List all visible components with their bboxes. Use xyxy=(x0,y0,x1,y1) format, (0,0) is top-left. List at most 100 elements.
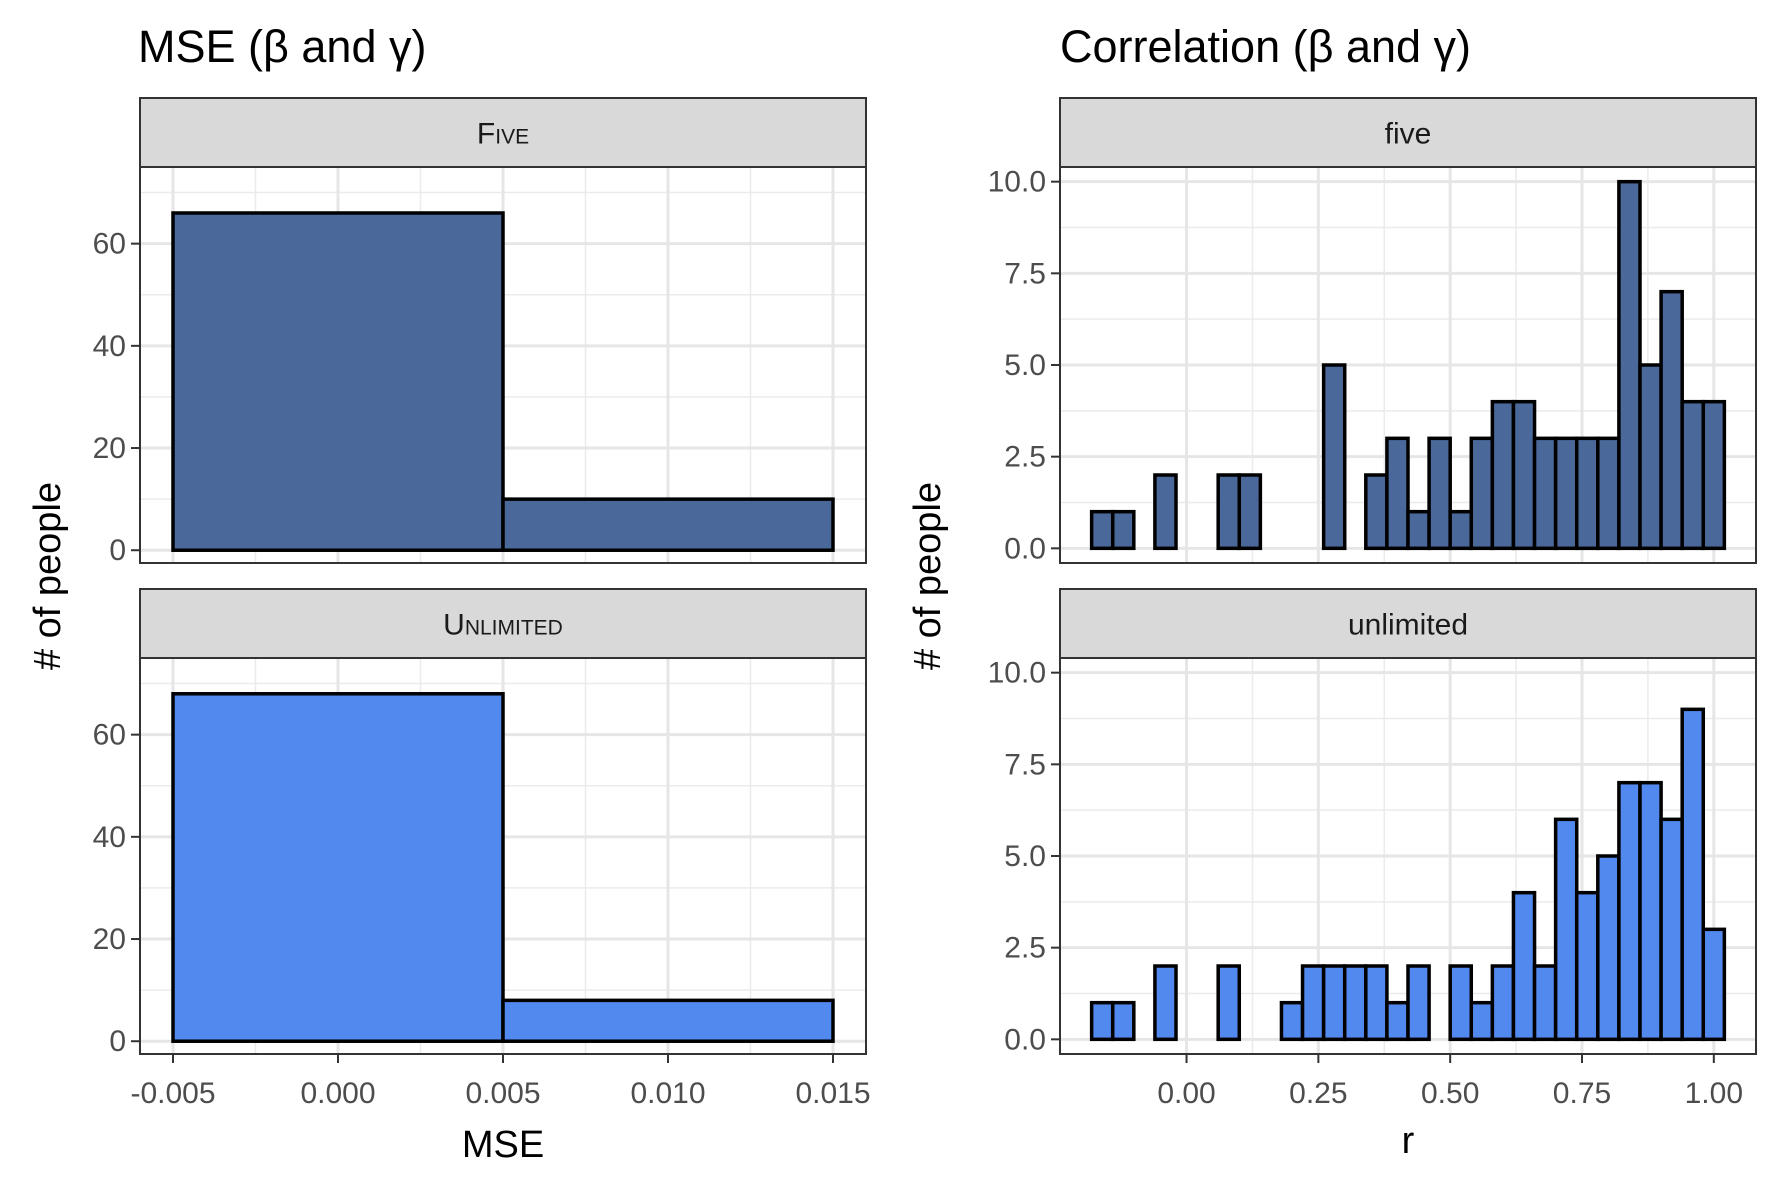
histogram-bar xyxy=(1216,473,1242,551)
y-tick-label: 20 xyxy=(93,432,126,465)
x-axis-title: r xyxy=(1402,1120,1415,1162)
histogram-bar xyxy=(1385,1000,1410,1042)
x-tick-label: 0.25 xyxy=(1289,1077,1347,1110)
histogram-bar xyxy=(1406,509,1431,551)
histogram-bar xyxy=(1638,363,1663,551)
histogram-bar xyxy=(1553,817,1579,1042)
x-tick-label: 0.75 xyxy=(1553,1077,1611,1110)
histogram-bar xyxy=(1469,1000,1495,1042)
histogram-bar xyxy=(1617,179,1642,551)
y-axis-title: # of people xyxy=(27,482,69,670)
histogram-bar xyxy=(1659,289,1684,551)
histogram-bar xyxy=(1364,964,1389,1042)
histogram-bar xyxy=(1701,927,1727,1042)
histogram-bar xyxy=(1469,436,1495,551)
histogram-bar xyxy=(1427,436,1452,551)
histogram-bar xyxy=(1574,890,1600,1042)
facet-label: unlimited xyxy=(1348,609,1468,642)
facet-panel: five 0.0 2.5 5.0 7.5 10.0 xyxy=(988,97,1757,565)
facet-strip xyxy=(139,97,867,168)
facet-strip xyxy=(1059,588,1757,659)
histogram-bar xyxy=(171,211,505,552)
histogram-bar xyxy=(1701,399,1727,551)
histogram-bar xyxy=(1680,707,1706,1042)
histogram-bar xyxy=(1342,964,1368,1042)
chart-1: Correlation (β and γ) five 0.0 2.5 5.0 7.5 10.… xyxy=(907,21,1757,1162)
x-axis-title: MSE xyxy=(462,1124,544,1166)
histogram-bar xyxy=(171,692,505,1043)
histogram-bar xyxy=(1617,780,1642,1042)
histogram-bar xyxy=(501,497,835,552)
histogram-bar xyxy=(1532,964,1558,1042)
facet-strip xyxy=(139,588,867,659)
histogram-bar xyxy=(1596,854,1621,1042)
x-tick-label: -0.005 xyxy=(130,1077,215,1110)
y-tick-label: 7.5 xyxy=(1004,257,1046,290)
histogram-bar xyxy=(1300,964,1326,1042)
histogram-bar xyxy=(1237,473,1263,551)
panel-border xyxy=(139,166,867,564)
histogram-bar xyxy=(1089,1000,1115,1042)
histogram-bar xyxy=(1089,509,1115,551)
y-tick-label: 5.0 xyxy=(1004,349,1046,382)
x-tick-label: 1.00 xyxy=(1685,1077,1743,1110)
facet-strip xyxy=(1059,97,1757,168)
histogram-bar xyxy=(1490,964,1516,1042)
histogram-bar xyxy=(1153,473,1178,551)
histogram-bar xyxy=(1574,436,1600,551)
y-tick-label: 10.0 xyxy=(988,166,1046,199)
y-tick-label: 0.0 xyxy=(1004,1023,1046,1056)
facet-panel: Five 0 20 40 60 xyxy=(93,97,867,567)
y-tick-label: 2.5 xyxy=(1004,932,1046,965)
facet-panel: unlimited 0.0 2.5 5.0 7.5 10.0 0.00 0.25 0.50 0.7… xyxy=(988,588,1757,1110)
y-tick-label: 40 xyxy=(93,330,126,363)
histogram-bar xyxy=(1511,399,1537,551)
histogram-bar xyxy=(1553,436,1579,551)
facet-label: Five xyxy=(477,118,529,151)
y-tick-label: 2.5 xyxy=(1004,441,1046,474)
x-tick-label: 0.00 xyxy=(1157,1077,1215,1110)
histogram-bar xyxy=(1321,964,1347,1042)
y-axis-title: # of people xyxy=(907,482,949,670)
x-tick-label: 0.015 xyxy=(795,1077,870,1110)
histogram-bar xyxy=(1216,964,1242,1042)
y-tick-label: 0.0 xyxy=(1004,532,1046,565)
histogram-bar xyxy=(1532,436,1558,551)
histogram-bar xyxy=(1364,473,1389,551)
y-tick-label: 7.5 xyxy=(1004,748,1046,781)
y-tick-label: 20 xyxy=(93,923,126,956)
y-tick-label: 60 xyxy=(93,719,126,752)
y-tick-label: 0 xyxy=(109,1025,126,1058)
chart-title: MSE (β and γ) xyxy=(138,21,426,72)
y-tick-label: 40 xyxy=(93,821,126,854)
y-tick-label: 60 xyxy=(93,228,126,261)
histogram-bar xyxy=(1490,399,1516,551)
y-tick-label: 5.0 xyxy=(1004,840,1046,873)
y-tick-label: 10.0 xyxy=(988,657,1046,690)
histogram-bar xyxy=(1110,1000,1136,1042)
histogram-bar xyxy=(1680,399,1706,551)
histogram-bar xyxy=(1511,890,1537,1042)
chart-title: Correlation (β and γ) xyxy=(1060,21,1471,72)
chart-0: MSE (β and γ) Five 0 20 40 60 Unlimited 0 20 40 60… xyxy=(27,21,871,1166)
y-tick-label: 0 xyxy=(109,534,126,567)
histogram-bar xyxy=(1596,436,1621,551)
facet-label: Unlimited xyxy=(443,609,563,642)
histogram-bar xyxy=(1659,817,1684,1042)
facet-panel: Unlimited 0 20 40 60 -0.005 0.000 0.005 0.010 0.0… xyxy=(93,588,871,1110)
histogram-bar xyxy=(501,998,835,1043)
x-tick-label: 0.010 xyxy=(630,1077,705,1110)
histogram-bar xyxy=(1153,964,1178,1042)
x-tick-label: 0.005 xyxy=(465,1077,540,1110)
histogram-bar xyxy=(1385,436,1410,551)
histogram-bar xyxy=(1448,964,1474,1042)
x-tick-label: 0.000 xyxy=(300,1077,375,1110)
histogram-bar xyxy=(1321,363,1347,551)
x-tick-label: 0.50 xyxy=(1421,1077,1479,1110)
histogram-bar xyxy=(1638,780,1663,1042)
facet-label: five xyxy=(1385,118,1432,151)
histogram-bar xyxy=(1448,509,1474,551)
histogram-bar xyxy=(1279,1000,1305,1042)
histogram-bar xyxy=(1406,964,1431,1042)
